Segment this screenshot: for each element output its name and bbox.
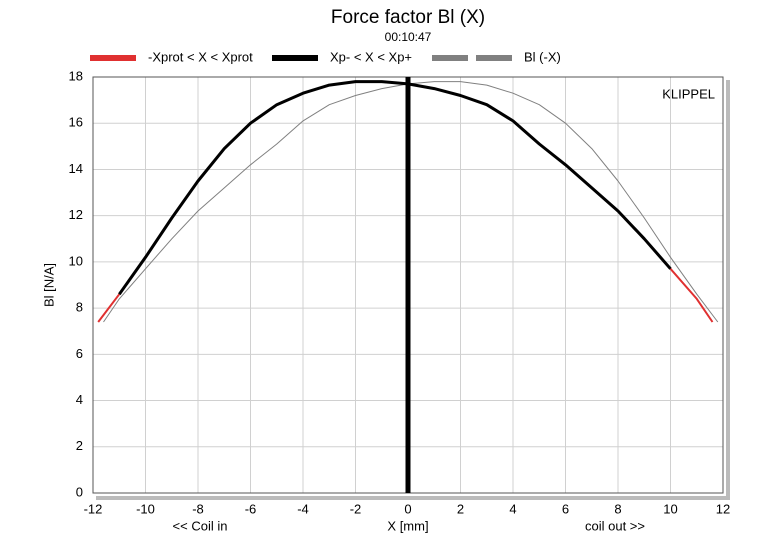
x-tick-label: 6 [562, 501, 569, 516]
y-tick-label: 2 [76, 438, 83, 453]
x-tick-label: 10 [663, 501, 677, 516]
x-tick-label: -10 [136, 501, 155, 516]
frame-shadow [96, 496, 730, 500]
y-tick-label: 8 [76, 300, 83, 315]
y-tick-label: 0 [76, 484, 83, 499]
y-tick-label: 12 [69, 207, 83, 222]
legend-label: Bl (-X) [524, 49, 561, 64]
y-tick-label: 6 [76, 346, 83, 361]
x-tick-label: -2 [350, 501, 362, 516]
y-axis-label: Bl [N/A] [41, 263, 56, 307]
x-tick-label: 8 [614, 501, 621, 516]
x-note-left: << Coil in [173, 518, 228, 533]
x-tick-label: 12 [716, 501, 730, 516]
chart-title: Force factor Bl (X) [331, 7, 485, 28]
y-tick-label: 16 [69, 115, 83, 130]
x-tick-label: -8 [192, 501, 204, 516]
y-tick-label: 18 [69, 68, 83, 83]
y-tick-label: 14 [69, 161, 83, 176]
x-tick-label: 2 [457, 501, 464, 516]
x-note-right: coil out >> [585, 518, 645, 533]
chart-subtitle: 00:10:47 [385, 30, 432, 44]
x-tick-label: -6 [245, 501, 257, 516]
x-tick-label: 0 [404, 501, 411, 516]
x-tick-label: -12 [84, 501, 103, 516]
x-axis-label: X [mm] [387, 518, 428, 533]
x-tick-label: 4 [509, 501, 516, 516]
y-tick-label: 4 [76, 392, 83, 407]
frame-shadow [726, 80, 730, 497]
annotation: KLIPPEL [662, 86, 715, 101]
x-tick-label: -4 [297, 501, 309, 516]
legend-label: Xp- < X < Xp+ [330, 49, 412, 64]
legend-label: -Xprot < X < Xprot [148, 49, 253, 64]
series-line [118, 80, 672, 296]
y-tick-label: 10 [69, 253, 83, 268]
